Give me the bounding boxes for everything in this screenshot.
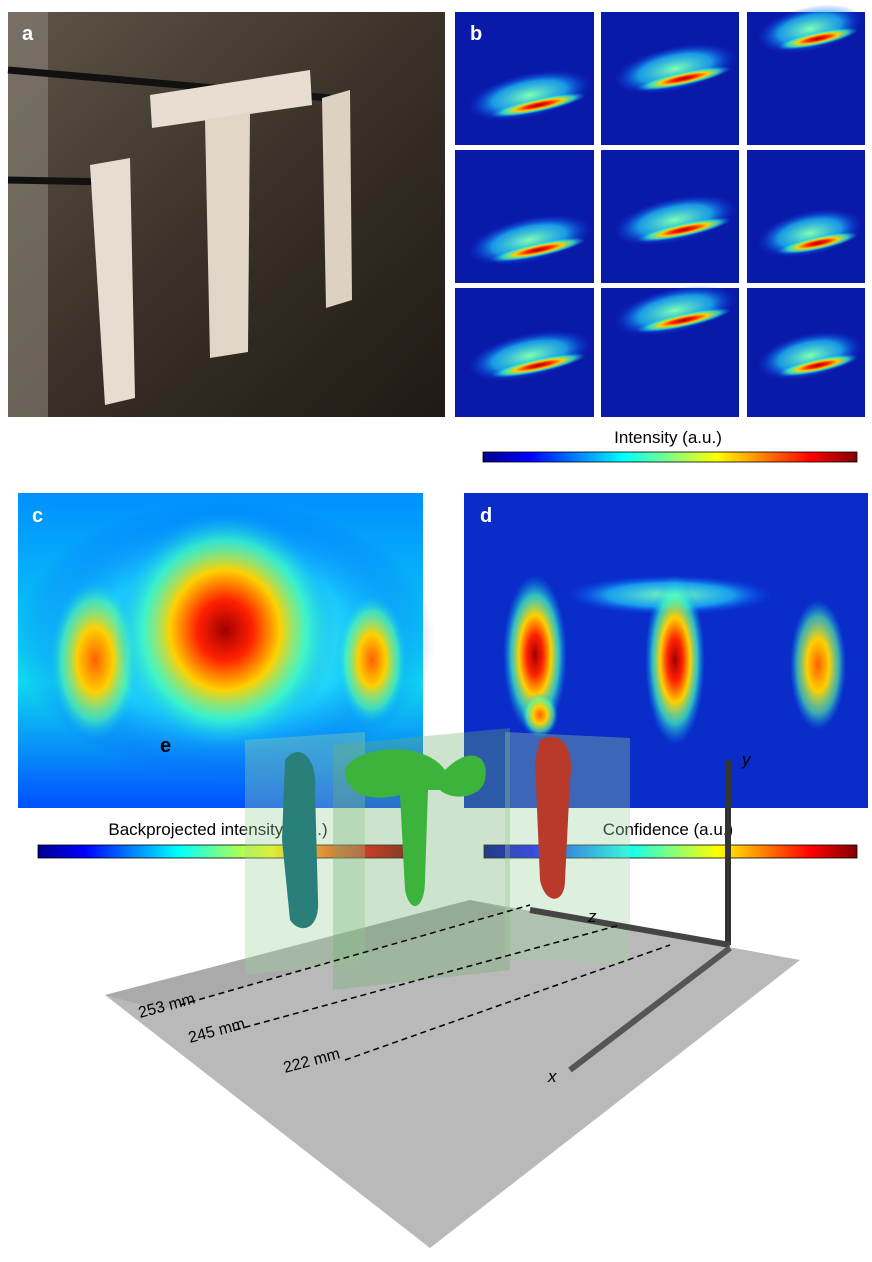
tile-part <box>613 43 736 94</box>
colorbar-label: Intensity (a.u.) <box>614 428 722 447</box>
tile-part <box>777 27 859 50</box>
tile-part <box>636 217 732 242</box>
tile-part <box>613 285 736 336</box>
colorbar <box>483 844 858 859</box>
panel-a: a <box>7 12 445 417</box>
tile-part <box>777 354 859 377</box>
tile-part <box>636 308 732 333</box>
tile-part <box>613 194 736 246</box>
colorbar-label: Confidence (a.u.) <box>603 820 733 839</box>
panel-label: a <box>22 23 34 45</box>
panel-e: e 253 mm 245 mm 222 mm x y z <box>105 728 800 1248</box>
tile-part <box>490 353 587 378</box>
tile-part <box>468 214 591 266</box>
panel-label: d <box>480 505 492 527</box>
axis-label: x <box>547 1067 557 1086</box>
panel-b: b <box>455 4 865 417</box>
tile-part <box>490 237 587 262</box>
tile-part <box>636 66 732 91</box>
tile-part <box>468 70 591 121</box>
colorbar-label: Backprojected intensity (a.u.) <box>108 820 327 839</box>
panel-label: e <box>160 735 171 757</box>
colorbar <box>482 451 858 463</box>
tile-part <box>777 232 859 255</box>
axis-label: z <box>587 907 597 926</box>
panel-label: b <box>470 23 482 45</box>
panel-d: d <box>464 493 868 808</box>
tile-part <box>490 92 587 118</box>
tile-part <box>468 330 591 381</box>
panel-label: c <box>32 505 43 527</box>
panel-c: c <box>15 493 435 808</box>
axis-label: y <box>741 750 752 769</box>
